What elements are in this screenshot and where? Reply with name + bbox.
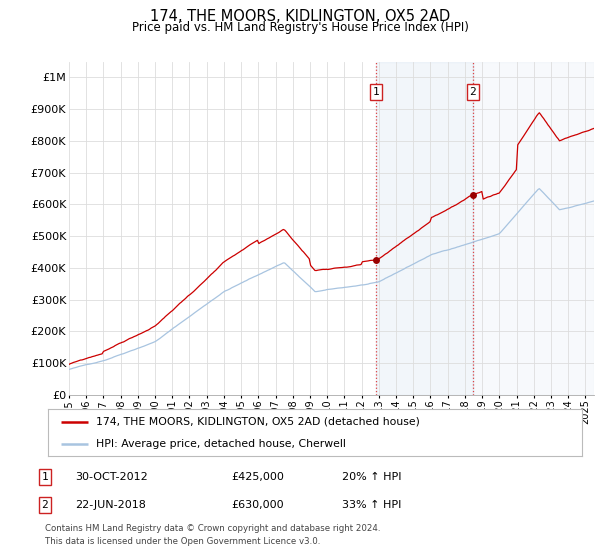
Text: 1: 1 <box>41 472 49 482</box>
Text: HPI: Average price, detached house, Cherwell: HPI: Average price, detached house, Cher… <box>96 438 346 449</box>
Text: 174, THE MOORS, KIDLINGTON, OX5 2AD (detached house): 174, THE MOORS, KIDLINGTON, OX5 2AD (det… <box>96 417 420 427</box>
HPI: Average price, detached house, Cherwell: (2.02e+03, 6.5e+05): Average price, detached house, Cherwell:… <box>536 185 543 192</box>
HPI: Average price, detached house, Cherwell: (2.03e+03, 6.11e+05): Average price, detached house, Cherwell:… <box>590 198 598 204</box>
174, THE MOORS, KIDLINGTON, OX5 2AD (detached house) <box>590 125 598 132</box>
Text: 1: 1 <box>373 87 379 97</box>
Line: 174, THE MOORS, KIDLINGTON, OX5 2AD (detached house): 174, THE MOORS, KIDLINGTON, OX5 2AD (det… <box>69 113 594 365</box>
HPI: Average price, detached house, Cherwell: (2e+03, 8e+04): Average price, detached house, Cherwell:… <box>65 366 73 373</box>
HPI: Average price, detached house, Cherwell: (2.01e+03, 3.42e+05): Average price, detached house, Cherwell:… <box>349 283 356 290</box>
Bar <box>376 62 473 395</box>
Text: This data is licensed under the Open Government Licence v3.0.: This data is licensed under the Open Gov… <box>45 537 320 546</box>
174, THE MOORS, KIDLINGTON, OX5 2AD (detached house) <box>65 361 73 368</box>
174, THE MOORS, KIDLINGTON, OX5 2AD (detached house) <box>117 339 124 346</box>
HPI: Average price, detached house, Cherwell: (2e+03, 1.74e+05): Average price, detached house, Cherwell:… <box>155 336 162 343</box>
174, THE MOORS, KIDLINGTON, OX5 2AD (detached house) <box>536 109 543 116</box>
HPI: Average price, detached house, Cherwell: (2e+03, 2.18e+05): Average price, detached house, Cherwell:… <box>173 322 181 329</box>
Bar <box>473 62 594 395</box>
Text: 20% ↑ HPI: 20% ↑ HPI <box>342 472 401 482</box>
HPI: Average price, detached house, Cherwell: (2.02e+03, 4.37e+05): Average price, detached house, Cherwell:… <box>425 253 432 260</box>
Text: £630,000: £630,000 <box>231 500 284 510</box>
174, THE MOORS, KIDLINGTON, OX5 2AD (detached house) <box>155 320 162 327</box>
Text: 2: 2 <box>470 87 476 97</box>
Text: 30-OCT-2012: 30-OCT-2012 <box>75 472 148 482</box>
174, THE MOORS, KIDLINGTON, OX5 2AD (detached house) <box>454 201 461 208</box>
Text: 2: 2 <box>41 500 49 510</box>
174, THE MOORS, KIDLINGTON, OX5 2AD (detached house) <box>425 220 432 226</box>
Line: HPI: Average price, detached house, Cherwell: HPI: Average price, detached house, Cher… <box>69 189 594 370</box>
HPI: Average price, detached house, Cherwell: (2.02e+03, 4.66e+05): Average price, detached house, Cherwell:… <box>454 244 461 250</box>
Text: Price paid vs. HM Land Registry's House Price Index (HPI): Price paid vs. HM Land Registry's House … <box>131 21 469 34</box>
Text: Contains HM Land Registry data © Crown copyright and database right 2024.: Contains HM Land Registry data © Crown c… <box>45 524 380 533</box>
Text: 22-JUN-2018: 22-JUN-2018 <box>75 500 146 510</box>
HPI: Average price, detached house, Cherwell: (2e+03, 1.27e+05): Average price, detached house, Cherwell:… <box>117 351 124 358</box>
174, THE MOORS, KIDLINGTON, OX5 2AD (detached house) <box>173 303 181 310</box>
Text: 33% ↑ HPI: 33% ↑ HPI <box>342 500 401 510</box>
Text: 174, THE MOORS, KIDLINGTON, OX5 2AD: 174, THE MOORS, KIDLINGTON, OX5 2AD <box>150 9 450 24</box>
174, THE MOORS, KIDLINGTON, OX5 2AD (detached house) <box>349 263 356 269</box>
Text: £425,000: £425,000 <box>231 472 284 482</box>
